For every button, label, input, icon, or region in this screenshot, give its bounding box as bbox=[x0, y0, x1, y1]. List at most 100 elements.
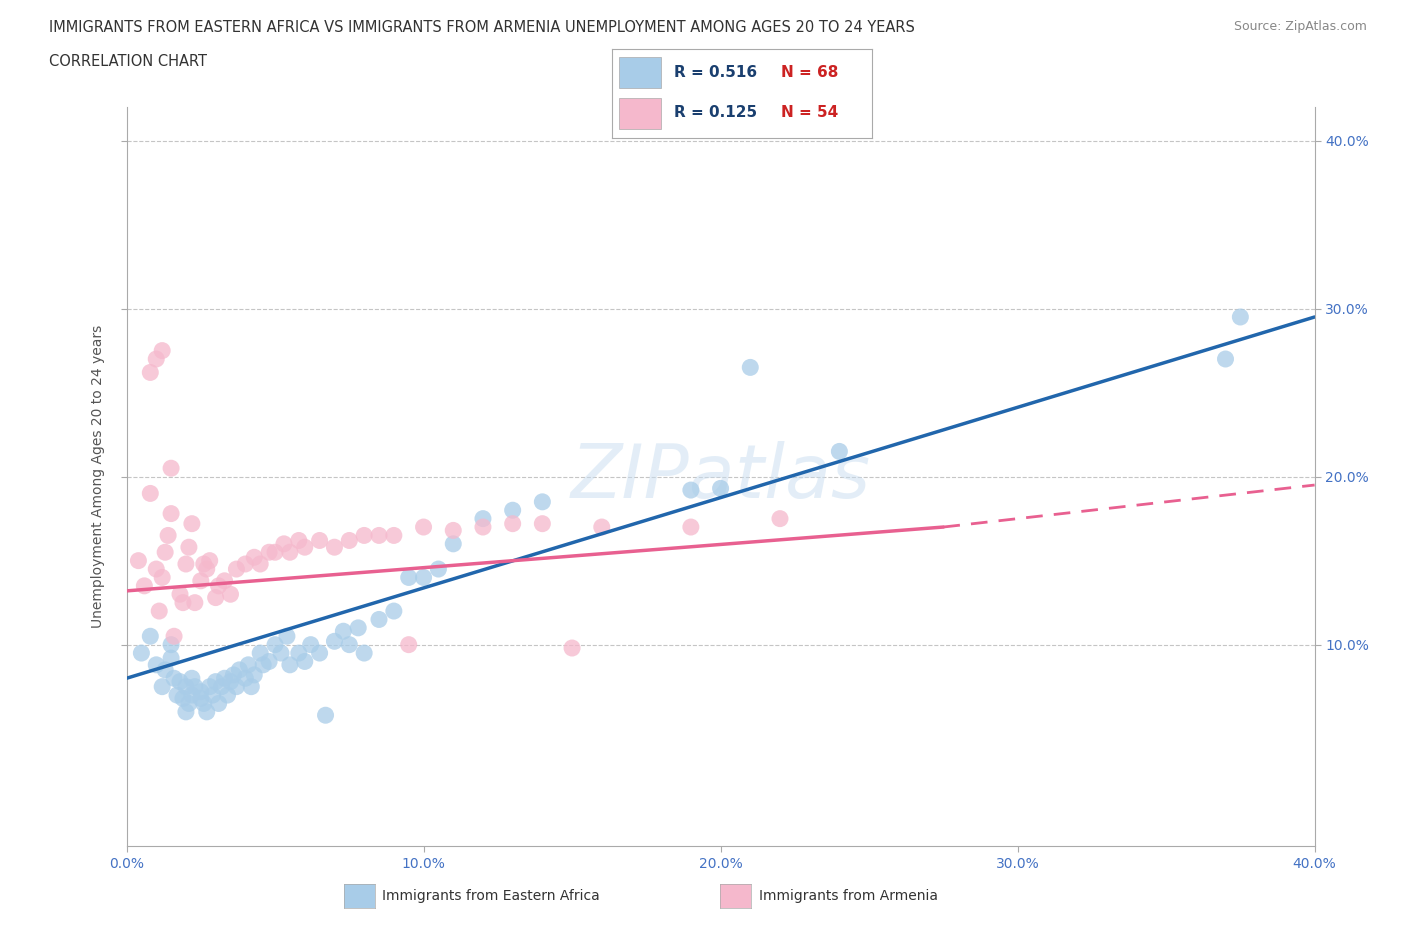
Point bbox=[502, 516, 524, 531]
Point bbox=[679, 483, 702, 498]
Point bbox=[150, 570, 173, 585]
Point bbox=[195, 704, 218, 719]
Point bbox=[315, 708, 337, 723]
Point bbox=[174, 556, 197, 571]
Point bbox=[441, 537, 464, 551]
Point bbox=[709, 481, 731, 496]
Point bbox=[368, 528, 391, 543]
Point bbox=[308, 533, 330, 548]
Point bbox=[172, 691, 194, 706]
Point bbox=[198, 679, 221, 694]
Point bbox=[184, 595, 207, 610]
Point bbox=[169, 587, 191, 602]
Point bbox=[204, 591, 226, 605]
Point bbox=[160, 651, 183, 666]
Point bbox=[412, 520, 434, 535]
Point bbox=[294, 539, 316, 554]
Point bbox=[412, 570, 434, 585]
Point bbox=[127, 553, 149, 568]
Point bbox=[148, 604, 170, 618]
Point bbox=[131, 645, 153, 660]
Point bbox=[157, 528, 180, 543]
Point bbox=[163, 671, 186, 685]
Point bbox=[531, 495, 554, 510]
Point bbox=[190, 684, 212, 699]
Text: Immigrants from Eastern Africa: Immigrants from Eastern Africa bbox=[382, 888, 600, 903]
Point bbox=[323, 539, 346, 554]
Point bbox=[249, 556, 271, 571]
Point bbox=[134, 578, 156, 593]
Text: N = 54: N = 54 bbox=[780, 105, 838, 120]
Point bbox=[591, 520, 613, 535]
Point bbox=[243, 668, 266, 683]
Point bbox=[204, 674, 226, 689]
Point bbox=[180, 516, 202, 531]
Text: R = 0.125: R = 0.125 bbox=[673, 105, 758, 120]
Point bbox=[308, 645, 330, 660]
Point bbox=[740, 360, 762, 375]
Text: Source: ZipAtlas.com: Source: ZipAtlas.com bbox=[1233, 20, 1367, 33]
Point bbox=[180, 671, 202, 685]
Point bbox=[214, 671, 236, 685]
Point bbox=[243, 550, 266, 565]
Point bbox=[190, 691, 212, 706]
Point bbox=[1229, 310, 1251, 325]
Point bbox=[337, 637, 360, 652]
Point bbox=[195, 562, 218, 577]
Point bbox=[150, 343, 173, 358]
Point bbox=[276, 629, 298, 644]
Point bbox=[139, 486, 162, 501]
Point bbox=[264, 637, 287, 652]
Point bbox=[145, 658, 167, 672]
Point bbox=[249, 645, 271, 660]
Point bbox=[225, 562, 247, 577]
Point bbox=[174, 704, 197, 719]
Point bbox=[531, 516, 554, 531]
Point bbox=[273, 537, 295, 551]
Point bbox=[294, 654, 316, 669]
Point bbox=[240, 679, 263, 694]
Point bbox=[679, 520, 702, 535]
Point bbox=[219, 674, 242, 689]
Point bbox=[233, 556, 256, 571]
Point bbox=[368, 612, 391, 627]
Point bbox=[139, 629, 162, 644]
Point bbox=[177, 539, 200, 554]
Point bbox=[353, 528, 375, 543]
Point bbox=[193, 556, 215, 571]
Point bbox=[264, 545, 287, 560]
Point bbox=[398, 637, 420, 652]
Text: R = 0.516: R = 0.516 bbox=[673, 65, 758, 80]
Point bbox=[769, 512, 792, 526]
Point bbox=[257, 654, 280, 669]
Point bbox=[238, 658, 260, 672]
Point bbox=[174, 679, 197, 694]
Point bbox=[332, 624, 354, 639]
Point bbox=[177, 696, 200, 711]
Point bbox=[172, 595, 194, 610]
Point bbox=[166, 687, 188, 702]
Point bbox=[561, 641, 583, 656]
Point bbox=[233, 671, 256, 685]
Point bbox=[169, 674, 191, 689]
Point bbox=[160, 637, 183, 652]
Point bbox=[288, 533, 311, 548]
Point bbox=[270, 645, 292, 660]
Point bbox=[193, 696, 215, 711]
Point bbox=[441, 523, 464, 538]
Point bbox=[323, 634, 346, 649]
Point bbox=[398, 570, 420, 585]
Point bbox=[217, 687, 239, 702]
Point bbox=[214, 574, 236, 589]
Point bbox=[207, 696, 229, 711]
Point bbox=[153, 545, 176, 560]
Point bbox=[278, 545, 301, 560]
Point bbox=[211, 679, 233, 694]
Text: N = 68: N = 68 bbox=[780, 65, 838, 80]
Point bbox=[502, 503, 524, 518]
Point bbox=[160, 460, 183, 475]
Point bbox=[150, 679, 173, 694]
Point bbox=[471, 512, 495, 526]
Point bbox=[190, 574, 212, 589]
Point bbox=[471, 520, 495, 535]
